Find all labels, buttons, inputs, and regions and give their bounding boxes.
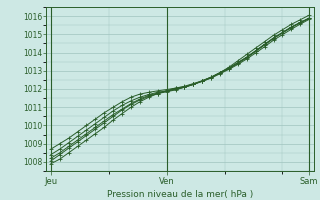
X-axis label: Pression niveau de la mer( hPa ): Pression niveau de la mer( hPa ) bbox=[107, 190, 253, 199]
